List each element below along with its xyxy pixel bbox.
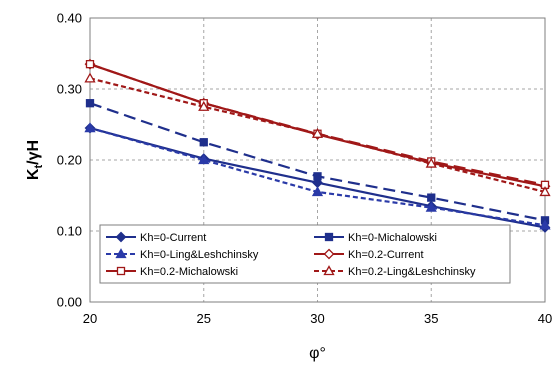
legend-marker (115, 248, 127, 259)
series-line (89, 63, 546, 188)
series-3 (84, 122, 551, 230)
data-point (84, 72, 96, 83)
data-point (425, 201, 437, 212)
legend-entry: Kh=0-Current (106, 231, 206, 244)
y-axis-title-rest: /γH (25, 140, 42, 165)
data-point (539, 219, 551, 230)
y-tick-label: 0.00 (57, 295, 82, 310)
data-point (539, 186, 551, 197)
data-point (85, 60, 95, 69)
data-point (198, 100, 210, 111)
data-point (198, 154, 210, 165)
legend-entry: Kh=0.2-Ling&Leshchinsky (314, 265, 476, 278)
legend-label: Kh=0.2-Michalowski (140, 266, 238, 278)
legend-marker (324, 232, 334, 242)
x-tick-label: 30 (310, 311, 324, 326)
legend-label: Kh=0-Michalowski (348, 232, 437, 244)
legend-entry: Kh=0-Ling&Leshchinsky (106, 248, 259, 261)
data-point (313, 172, 322, 181)
legend-label: Kh=0-Current (140, 232, 206, 244)
series-6 (84, 72, 551, 197)
y-tick-label: 0.40 (57, 11, 82, 26)
y-axis-title-subscript: t (33, 165, 45, 169)
x-tick-label: 35 (424, 311, 438, 326)
data-point (311, 186, 324, 197)
x-tick-labels: 20 25 30 35 40 (83, 311, 552, 326)
series-line (89, 63, 546, 186)
x-tick-label: 40 (538, 311, 552, 326)
legend-marker (115, 231, 127, 243)
legend-entry: Kh=0.2-Michalowski (106, 266, 238, 278)
series-layer (84, 58, 551, 233)
legend-marker (323, 265, 335, 276)
data-point (311, 127, 324, 138)
legend-entry: Kh=0.2-Current (314, 248, 424, 261)
y-tick-label: 0.10 (57, 224, 82, 239)
legend-marker (323, 248, 335, 260)
y-tick-label: 0.30 (57, 82, 82, 97)
legend-entry: Kh=0-Michalowski (314, 232, 437, 244)
data-point (425, 157, 437, 168)
legend-label: Kh=0.2-Current (348, 249, 424, 261)
plot-area (89, 17, 546, 303)
x-tick-label: 25 (197, 311, 211, 326)
legend-label: Kh=0-Ling&Leshchinsky (140, 249, 259, 261)
y-tick-label: 0.20 (57, 153, 82, 168)
legend-box (99, 224, 511, 284)
legend-marker (116, 266, 126, 276)
data-point (85, 99, 95, 108)
data-point (199, 138, 208, 147)
data-point (84, 122, 96, 133)
y-axis-title-main: K (25, 168, 42, 180)
x-axis-title: φ° (309, 345, 326, 362)
x-tick-label: 20 (83, 311, 97, 326)
data-point (427, 193, 436, 202)
y-tick-labels: 0.00 0.10 0.20 0.30 0.40 (57, 11, 82, 310)
legend-label: Kh=0.2-Ling&Leshchinsky (348, 266, 476, 278)
y-axis-title: Kt/γH (25, 140, 45, 180)
legend: Kh=0-Current Kh=0-Michalowski Kh=0-Ling&Le… (99, 224, 511, 284)
